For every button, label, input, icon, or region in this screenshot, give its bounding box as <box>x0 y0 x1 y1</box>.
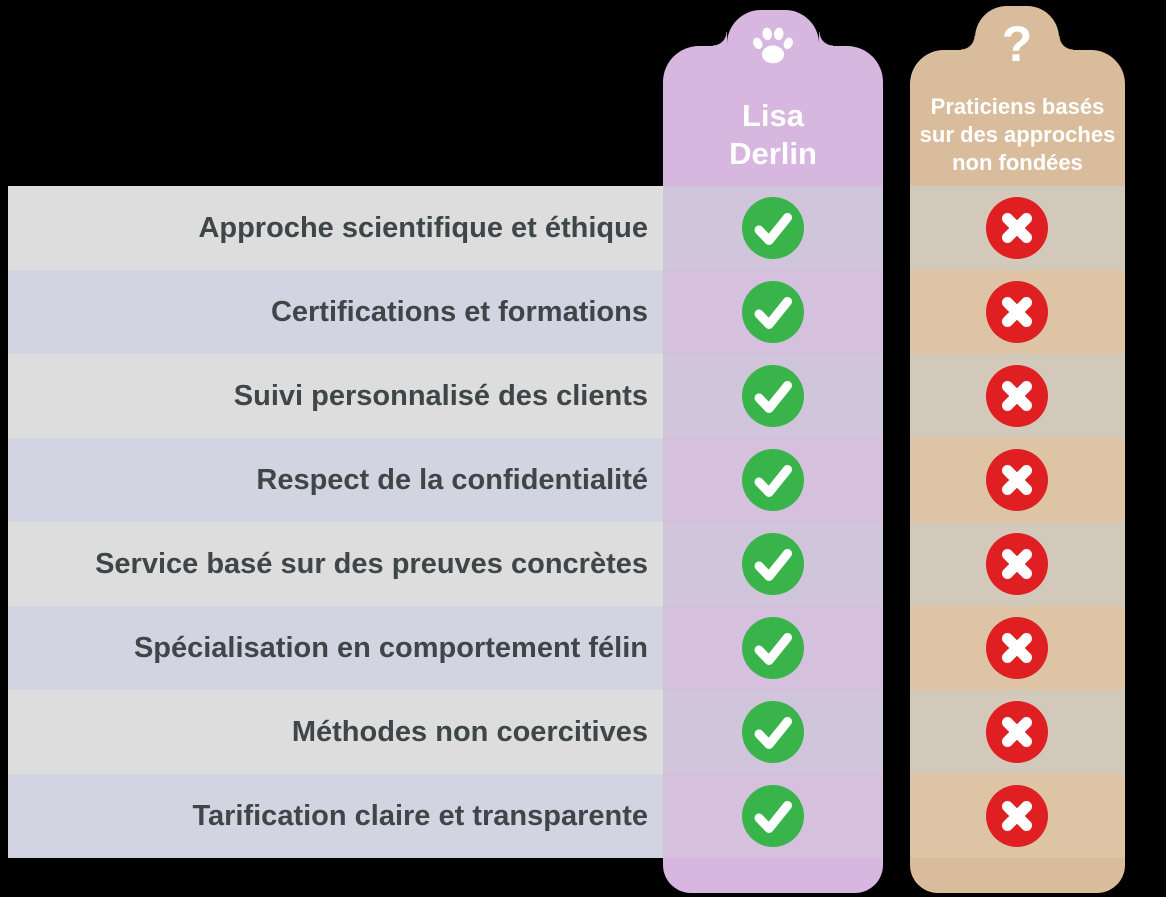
row-label: Méthodes non coercitives <box>8 690 663 774</box>
cross-icon <box>986 785 1048 847</box>
row-label: Respect de la confidentialité <box>8 438 663 522</box>
criteria-labels-area: Approche scientifique et éthique Certifi… <box>8 186 663 858</box>
row-label: Suivi personnalisé des clients <box>8 354 663 438</box>
row-label: Spécialisation en comportement félin <box>8 606 663 690</box>
lisa-bump-fillet-left <box>713 32 727 46</box>
paw-icon <box>751 26 795 66</box>
cross-icon <box>986 197 1048 259</box>
check-icon <box>742 281 804 343</box>
lisa-column-title: Lisa Derlin <box>729 98 817 171</box>
row-label: Service basé sur des preuves concrètes <box>8 522 663 606</box>
cross-icon <box>986 365 1048 427</box>
cross-icon <box>986 449 1048 511</box>
check-icon <box>742 533 804 595</box>
check-icon <box>742 701 804 763</box>
others-bump-fillet-right <box>1059 36 1073 50</box>
check-icon <box>742 197 804 259</box>
row-label: Certifications et formations <box>8 270 663 354</box>
others-bump-fillet-left <box>961 36 975 50</box>
check-icon <box>742 785 804 847</box>
cross-icon <box>986 533 1048 595</box>
cross-icon <box>986 701 1048 763</box>
others-column-title: Praticiens basés sur des approches non f… <box>919 94 1116 175</box>
cross-icon <box>986 617 1048 679</box>
question-mark-icon: ? <box>1001 16 1033 72</box>
row-label: Tarification claire et transparente <box>8 774 663 858</box>
check-icon <box>742 449 804 511</box>
others-column-header-bump <box>975 6 1059 56</box>
cross-icon <box>986 281 1048 343</box>
lisa-bump-fillet-right <box>819 32 833 46</box>
check-icon <box>742 617 804 679</box>
row-label: Approche scientifique et éthique <box>8 186 663 270</box>
check-icon <box>742 365 804 427</box>
